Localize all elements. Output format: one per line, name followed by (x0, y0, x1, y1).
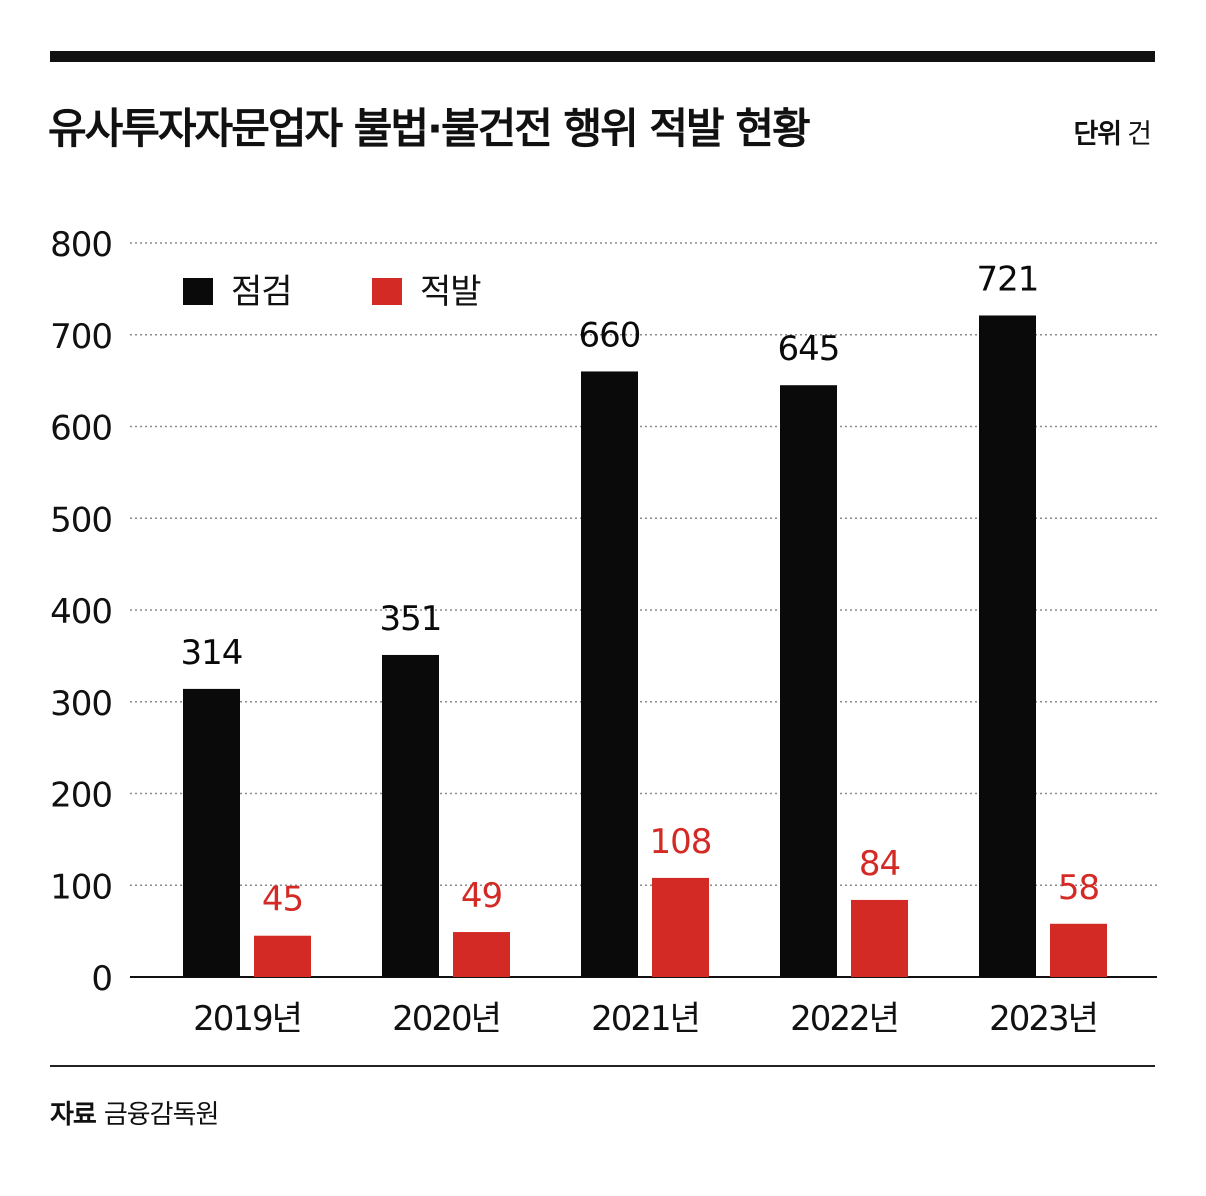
unit-label: 단위 건 (1073, 112, 1152, 151)
y-tick-label-300: 300 (50, 684, 112, 724)
data-label-점검-2021년: 660 (579, 315, 641, 355)
bar-chart: 0 100 200 300 400 500 600 700 800 314 45 2019년 351 49… (50, 225, 1157, 1039)
x-tick-label-2020년: 2020년 (392, 999, 500, 1039)
unit-key: 단위 (1073, 119, 1122, 150)
bar-적발-2023년 (1050, 923, 1107, 977)
data-label-적발-2020년: 49 (461, 876, 502, 916)
x-tick-label-2023년: 2023년 (989, 999, 1097, 1039)
legend-swatch-점검 (183, 278, 213, 305)
data-label-적발-2023년: 58 (1058, 868, 1099, 908)
y-tick-label-100: 100 (50, 867, 112, 907)
bar-점검-2023년 (979, 315, 1036, 977)
x-tick-label-2022년: 2022년 (790, 999, 898, 1039)
y-tick-label-700: 700 (50, 317, 112, 357)
source-key: 자료 (50, 1100, 97, 1130)
data-label-점검-2019년: 314 (181, 633, 243, 673)
y-tick-label-0: 0 (91, 959, 112, 999)
chart-title: 유사투자자문업자 불법·불건전 행위 적발 현황 (48, 104, 811, 153)
y-tick-label-800: 800 (50, 225, 112, 265)
data-label-적발-2021년: 108 (650, 822, 712, 862)
bar-점검-2020년 (382, 654, 439, 977)
bottom-rule (50, 1065, 1155, 1067)
top-rule (50, 51, 1155, 62)
bar-적발-2019년 (254, 935, 311, 977)
y-tick-label-200: 200 (50, 776, 112, 816)
legend-swatch-적발 (372, 278, 402, 305)
data-label-적발-2022년: 84 (859, 844, 900, 884)
x-tick-label-2021년: 2021년 (591, 999, 699, 1039)
bar-적발-2022년 (851, 899, 908, 977)
source-note: 자료 금융감독원 (50, 1094, 220, 1131)
source-value: 금융감독원 (103, 1100, 220, 1130)
unit-value: 건 (1127, 119, 1152, 150)
bar-점검-2019년 (183, 688, 240, 977)
y-tick-label-500: 500 (50, 500, 112, 540)
data-label-적발-2019년: 45 (262, 880, 303, 920)
data-label-점검-2023년: 721 (977, 259, 1039, 299)
bar-적발-2021년 (652, 877, 709, 977)
y-tick-label-400: 400 (50, 592, 112, 632)
data-label-점검-2022년: 645 (778, 329, 840, 369)
legend-label-적발: 적발 (420, 272, 481, 312)
data-label-점검-2020년: 351 (380, 599, 442, 639)
y-tick-label-600: 600 (50, 409, 112, 449)
x-tick-label-2019년: 2019년 (193, 999, 301, 1039)
bar-점검-2021년 (581, 371, 638, 977)
bar-적발-2020년 (453, 932, 510, 977)
bar-점검-2022년 (780, 385, 837, 977)
legend-label-점검: 점검 (231, 272, 292, 312)
